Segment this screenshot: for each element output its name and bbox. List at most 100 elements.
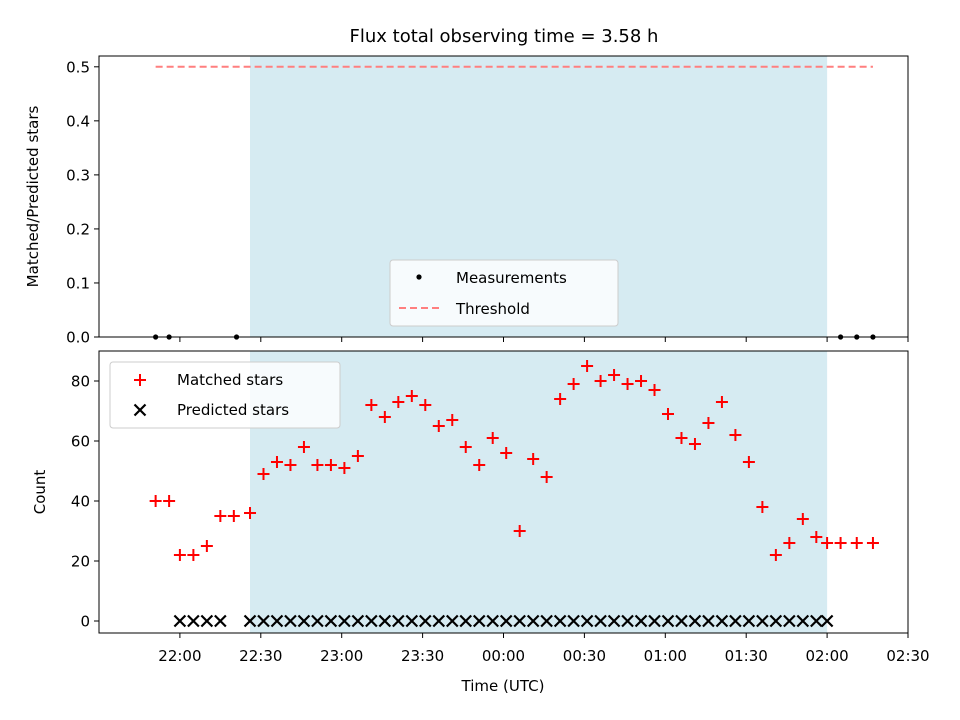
predicted-stars-point [297, 614, 311, 628]
predicted-stars-point [338, 614, 351, 628]
predicted-stars-point [378, 614, 392, 628]
y-tick-label: 60 [71, 433, 90, 451]
matched-stars-point [513, 525, 526, 537]
y-tick-label: 0 [80, 613, 90, 631]
predicted-stars-point [567, 614, 580, 628]
predicted-stars-point [634, 614, 648, 628]
top-y-axis-label: Matched/Predicted stars [24, 106, 42, 288]
predicted-stars-point [459, 614, 473, 628]
predicted-stars-point [284, 614, 297, 628]
x-tick-label: 23:00 [320, 647, 363, 665]
matched-stars-point [163, 495, 176, 507]
bottom-axes: 0 20 40 60 80 22:00 22:30 23:00 23:30 00:00 00:30 0… [71, 373, 930, 666]
predicted-stars-point [173, 614, 187, 628]
matched-stars-point [783, 537, 796, 549]
predicted-stars-point [392, 614, 405, 628]
legend-predicted-marker [133, 403, 147, 417]
matched-stars-point [149, 495, 162, 507]
matched-stars-point [270, 456, 283, 468]
bottom-y-axis-label: Count [31, 470, 49, 515]
matched-stars-point [581, 360, 594, 372]
predicted-stars-point [432, 614, 446, 628]
predicted-stars-point [419, 614, 432, 628]
matched-stars-point [419, 399, 432, 411]
legend-label-measurements: Measurements [456, 269, 567, 287]
y-tick-label: 0.3 [66, 166, 90, 184]
predicted-stars-point [351, 614, 365, 628]
matched-stars-point [187, 549, 200, 561]
matched-stars-point [257, 468, 270, 480]
matched-stars-point [392, 396, 405, 408]
predicted-stars-point [783, 614, 796, 628]
x-tick-label: 00:00 [482, 647, 525, 665]
matched-stars-point [688, 438, 701, 450]
matched-stars-point [675, 432, 688, 444]
predicted-stars-point [324, 614, 338, 628]
matched-stars-point [486, 432, 499, 444]
predicted-stars-point [621, 614, 634, 628]
predicted-stars-point [648, 614, 661, 628]
matched-stars-point [756, 501, 769, 513]
matched-stars-point [214, 510, 227, 522]
predicted-stars-point [688, 614, 702, 628]
y-tick-label: 80 [71, 373, 90, 391]
predicted-stars-point [486, 614, 499, 628]
bottom-panel: 0 20 40 60 80 22:00 22:30 23:00 23:30 00:00 00:30 0… [31, 350, 930, 695]
matched-stars-point [432, 420, 445, 432]
bottom-legend-box [109, 361, 341, 429]
matched-stars-point [850, 537, 863, 549]
predicted-stars-point [796, 614, 810, 628]
matched-stars-point [351, 450, 364, 462]
matched-stars-point [796, 513, 809, 525]
bottom-legend: Matched stars Predicted stars [109, 361, 341, 429]
matched-stars-point [608, 369, 621, 381]
matched-stars-point [702, 417, 715, 429]
predicted-stars-point [311, 614, 324, 628]
bottom-observing-window-shade [250, 351, 828, 633]
y-tick-label: 0.2 [66, 220, 90, 238]
matched-stars-point [173, 549, 186, 561]
matched-stars-point [742, 456, 755, 468]
matched-stars-point [244, 507, 257, 519]
predicted-stars-point [257, 614, 270, 628]
matched-stars-point [446, 414, 459, 426]
predicted-stars-point [200, 614, 214, 628]
matched-stars-point [227, 510, 240, 522]
legend-measurement-marker [416, 274, 422, 280]
predicted-stars-point [580, 614, 594, 628]
predicted-stars-point [756, 614, 769, 628]
chart-title: Flux total observing time = 3.58 h [350, 26, 659, 47]
x-tick-label: 22:00 [158, 647, 201, 665]
predicted-stars-point [810, 614, 823, 628]
matched-stars-point [459, 441, 472, 453]
legend-label-matched-stars: Matched stars [177, 371, 283, 389]
predicted-stars-point [607, 614, 621, 628]
matched-stars-point [635, 375, 648, 387]
matched-stars-point [284, 459, 297, 471]
predicted-stars-point [526, 614, 540, 628]
matched-stars-point [540, 471, 553, 483]
y-tick-label: 0.1 [66, 274, 90, 292]
matched-stars-point [648, 384, 661, 396]
predicted-stars-point [742, 614, 756, 628]
predicted-stars-point [270, 614, 284, 628]
predicted-stars-point [702, 614, 715, 628]
matched-stars-point [527, 453, 540, 465]
matched-stars-point [769, 549, 782, 561]
matched-stars-point [821, 537, 834, 549]
predicted-stars-point [769, 614, 783, 628]
matched-stars-point [729, 429, 742, 441]
y-tick-label: 0.4 [66, 112, 90, 130]
matched-stars-point [621, 378, 634, 390]
predicted-stars-point [540, 614, 553, 628]
x-tick-label: 01:00 [644, 647, 687, 665]
top-axes: 0.0 0.1 0.2 0.3 0.4 0.5 [66, 58, 909, 347]
predicted-stars-point [472, 614, 486, 628]
predicted-stars-point [243, 614, 257, 628]
predicted-stars-point [820, 614, 834, 628]
y-tick-label: 20 [71, 553, 90, 571]
matched-stars-point [500, 447, 513, 459]
legend-label-predicted-stars: Predicted stars [177, 401, 289, 419]
predicted-stars-point [553, 614, 567, 628]
